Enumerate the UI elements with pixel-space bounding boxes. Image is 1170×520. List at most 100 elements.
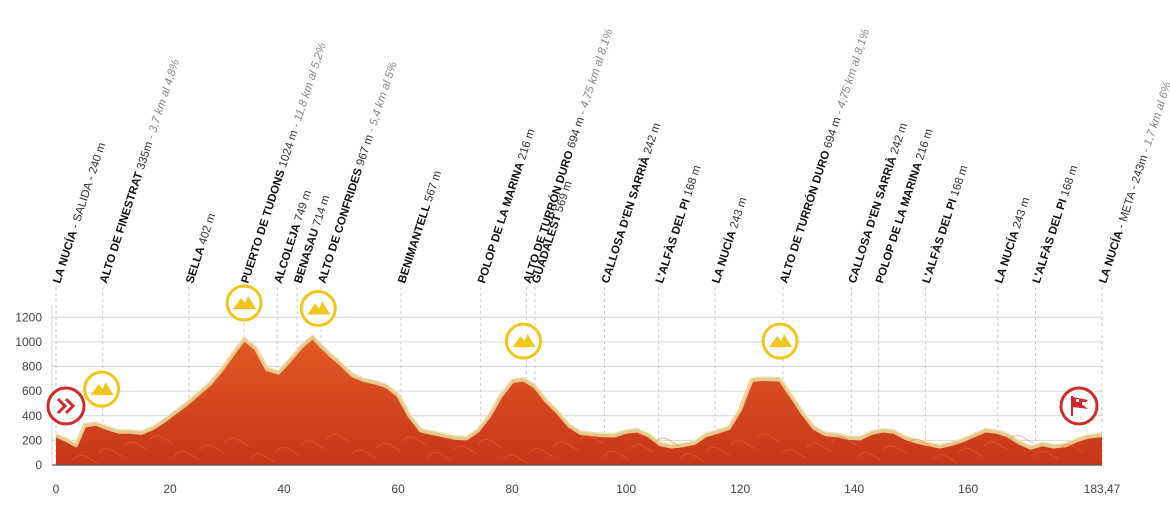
waypoint-label: L'ALFÀS DEL PI 168 m bbox=[653, 164, 703, 285]
profile-rim-highlight bbox=[55, 334, 1103, 447]
profile-texture bbox=[1059, 443, 1084, 453]
profile-texture bbox=[958, 447, 983, 457]
profile-texture bbox=[907, 438, 933, 448]
profile-area bbox=[56, 337, 1102, 465]
profile-texture bbox=[199, 444, 224, 454]
waypoint-altitude: 749 m bbox=[292, 189, 314, 226]
waypoint-climb: - 4,75 km al 8,1% bbox=[832, 28, 872, 120]
x-tick-label: 160 bbox=[958, 482, 978, 496]
profile-texture bbox=[932, 454, 958, 464]
waypoint-altitude: 243 m bbox=[727, 196, 749, 233]
profile-texture bbox=[806, 442, 831, 452]
profile-texture bbox=[325, 433, 351, 443]
axes: 0 200 400 600 800 1000 1200 0 20 40 60 80 100 120 140 1… bbox=[15, 305, 1121, 496]
start-chevrons-icon bbox=[46, 386, 86, 426]
waypoint-name: LA NUCÍA bbox=[50, 229, 79, 285]
profile-texture bbox=[376, 442, 401, 452]
profile-texture bbox=[275, 446, 300, 456]
y-tick-label: 200 bbox=[22, 433, 42, 447]
elevation-profile bbox=[55, 334, 1103, 465]
profile-texture bbox=[350, 449, 376, 459]
profile-texture bbox=[72, 454, 98, 464]
x-tick-label: 60 bbox=[391, 482, 405, 496]
mountain-icon bbox=[225, 284, 263, 322]
waypoint-label: L'ALFÀS DEL PI 168 m bbox=[920, 164, 970, 285]
waypoint-label: LA NUCÍA 243 m bbox=[710, 196, 750, 285]
profile-rim bbox=[55, 335, 1103, 450]
x-tick-label: 120 bbox=[730, 482, 750, 496]
waypoint-name: ALTO DE TURRÓN DURO bbox=[521, 149, 576, 285]
profile-texture bbox=[705, 446, 730, 456]
profile-texture bbox=[629, 444, 654, 453]
profile-texture bbox=[123, 441, 148, 451]
waypoint-name: POLOP DE LA MARINA bbox=[476, 161, 527, 285]
profile-texture bbox=[528, 448, 553, 457]
profile-texture bbox=[97, 448, 123, 458]
waypoint-altitude: - META - 243m bbox=[1114, 154, 1150, 233]
waypoint-label: LA NUCÍA - SALIDA - 240 m bbox=[50, 141, 108, 285]
waypoint-name: ALTO DE TURRÓN DURO bbox=[777, 149, 832, 285]
waypoint-altitude: 967 m bbox=[354, 133, 376, 170]
waypoint-name: BENIMANTELL bbox=[396, 203, 433, 285]
finish-flag-icon bbox=[1059, 386, 1099, 426]
profile-texture bbox=[300, 440, 325, 450]
waypoint-climb: - 4,75 km al 8,1% bbox=[576, 28, 616, 120]
profile-texture bbox=[654, 437, 680, 447]
profile-texture bbox=[173, 450, 199, 460]
waypoint-label: ALTO DE TURRÓN DURO 694 m - 4,75 km al 8… bbox=[521, 27, 616, 285]
profile-texture bbox=[755, 433, 781, 443]
waypoint-label: L'ALFÀS DEL PI 168 m bbox=[1030, 164, 1080, 285]
x-tick-label: 0 bbox=[53, 482, 60, 496]
y-tick-label: 1000 bbox=[15, 335, 42, 349]
profile-texture bbox=[426, 451, 452, 461]
waypoint-altitude: 168 m bbox=[1058, 164, 1080, 201]
profile-texture bbox=[148, 435, 174, 444]
profile-texture bbox=[730, 440, 755, 450]
y-tick-label: 600 bbox=[22, 384, 42, 398]
profile-texture bbox=[831, 436, 857, 446]
waypoint-label: LA NUCÍA 243 m bbox=[992, 196, 1032, 285]
waypoint-name: SELLA bbox=[184, 245, 207, 285]
waypoint-altitude: 242 m bbox=[641, 122, 663, 159]
waypoint-altitude: 1024 m bbox=[276, 129, 300, 172]
waypoint-altitude: 335m bbox=[134, 140, 155, 174]
waypoint-label: CALLOSA D'EN SARRIÀ 242 m bbox=[599, 121, 663, 285]
waypoint-altitude: 402 m bbox=[196, 212, 218, 249]
x-tick-label: 140 bbox=[844, 482, 864, 496]
waypoint-altitude: 694 m bbox=[821, 116, 843, 153]
profile-texture bbox=[603, 450, 629, 460]
waypoint-climb: - 3,7 km al 4,8% bbox=[144, 58, 182, 144]
mountain-icon bbox=[761, 322, 799, 360]
waypoint-name: ALTO DE CONFRIDES bbox=[317, 166, 366, 284]
profile-texture bbox=[401, 436, 427, 446]
waypoint-altitude: 168 m bbox=[681, 164, 703, 201]
waypoint-name: CALLOSA D'EN SARRIÀ bbox=[599, 155, 652, 285]
profile-texture bbox=[1033, 450, 1059, 460]
x-tick-label: 40 bbox=[277, 482, 291, 496]
profile-texture bbox=[679, 453, 705, 463]
waypoint-altitude: 168 m bbox=[948, 164, 970, 201]
waypoint-altitude: 242 m bbox=[888, 122, 910, 159]
y-tick-label: 0 bbox=[35, 458, 42, 472]
profile-texture bbox=[249, 453, 275, 463]
waypoint-name: L'ALFÀS DEL PI bbox=[920, 197, 960, 285]
y-tick-label: 800 bbox=[22, 360, 42, 374]
waypoint-altitude: 694 m bbox=[565, 116, 587, 153]
profile-texture bbox=[780, 449, 806, 459]
x-tick-label: 100 bbox=[616, 482, 636, 496]
profile-texture bbox=[553, 441, 578, 451]
waypoint-altitude: 216 m bbox=[515, 127, 537, 164]
x-tick-label: 183,47 bbox=[1084, 482, 1121, 496]
waypoint-name: ALTO DE FINESTRAT bbox=[98, 171, 145, 285]
profile-texture bbox=[578, 434, 604, 444]
waypoint-label: ALTO DE CONFRIDES 967 m - 5,4 km al 5% bbox=[317, 60, 400, 285]
mountain-icon bbox=[83, 370, 121, 408]
profile-texture bbox=[856, 451, 882, 461]
waypoint-climb: - 11,8 km al 5,2% bbox=[289, 42, 329, 133]
mountain-icon bbox=[504, 322, 542, 360]
profile-texture bbox=[224, 437, 250, 447]
waypoint-name: LA NUCÍA bbox=[710, 229, 739, 285]
waypoint-altitude: 567 m bbox=[422, 169, 444, 206]
